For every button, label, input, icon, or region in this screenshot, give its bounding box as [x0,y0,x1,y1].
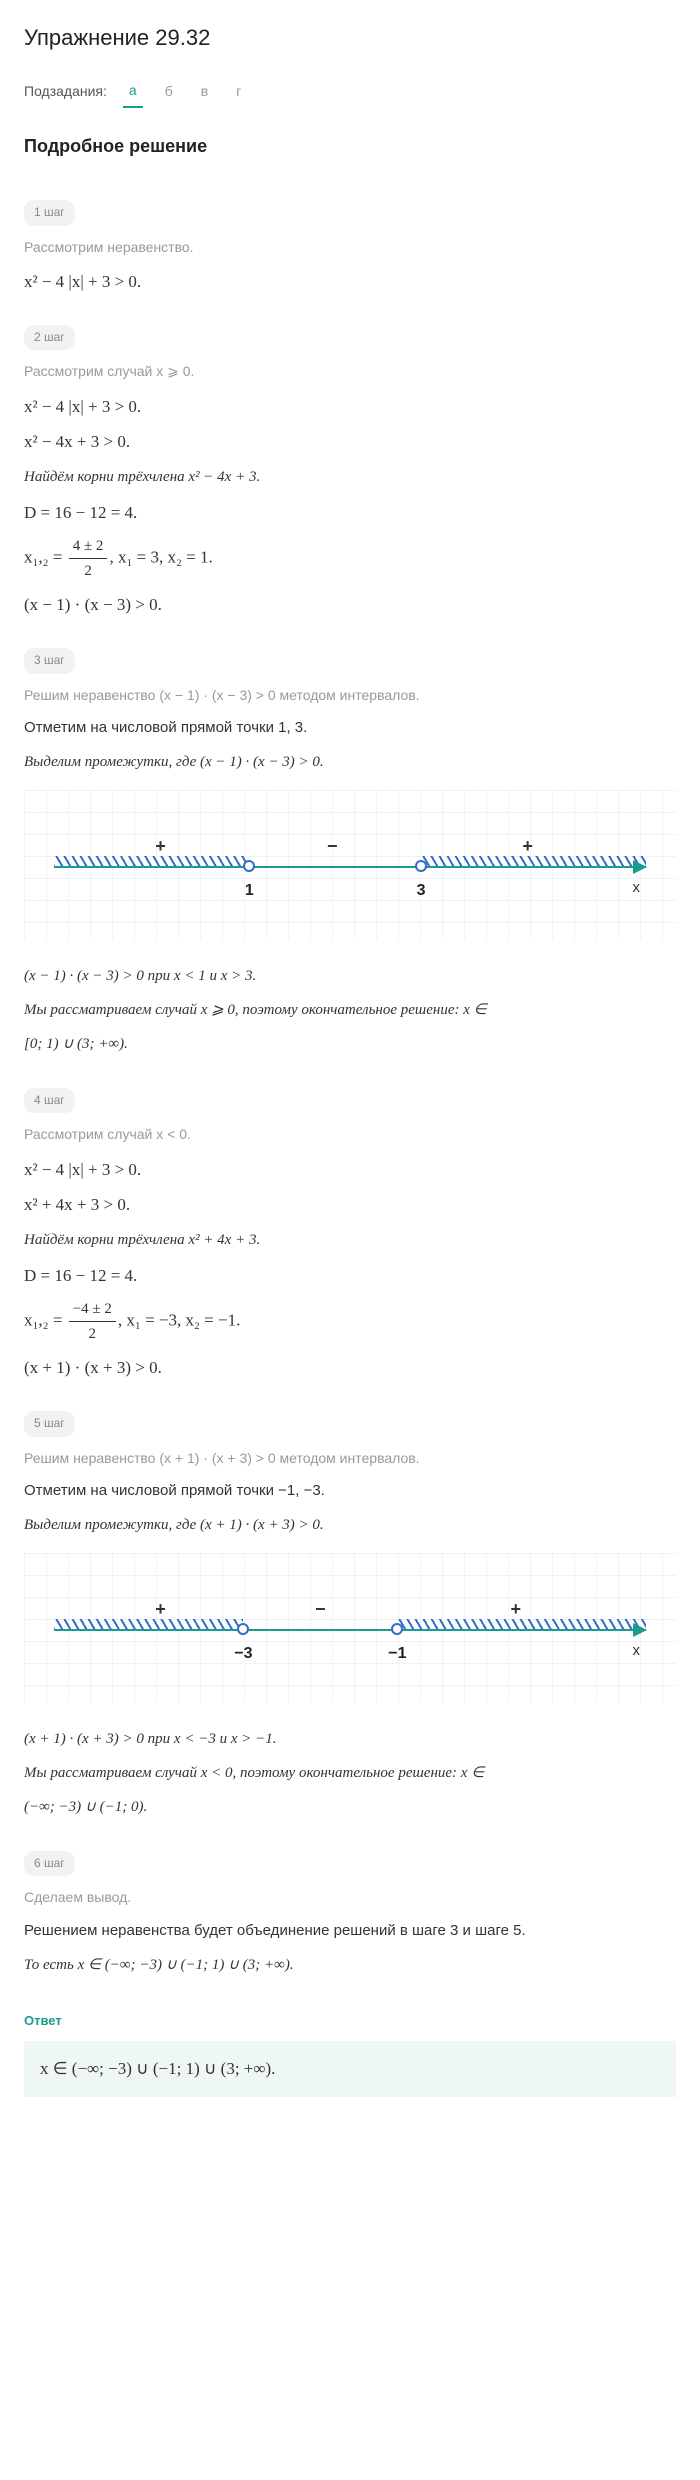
step3-text3-math: (x − 1) · (x − 3) > 0 при x < 1 и x > 3. [24,968,256,984]
step5-text2-math: Выделим промежутки, где (x + 1) · (x + 3… [24,1517,324,1533]
open-point [243,860,255,872]
open-point [415,860,427,872]
step4-frac: x₁,₂ = −4 ± 22, x₁ = −3, x₂ = −1. [24,1297,676,1346]
step3-text4b: [0; 1) ∪ (3; +∞). [24,1032,676,1056]
step4-frac-lhs: x₁,₂ = [24,1311,67,1330]
axis-line [54,1629,646,1631]
sign-label: − [327,832,338,861]
step4-eq1: x² − 4 |x| + 3 > 0. [24,1156,676,1183]
step3-text2-math: Выделим промежутки, где (x − 1) · (x − 3… [24,754,324,770]
step2-frac-num: 4 ± 2 [69,534,108,559]
axis-line [54,866,646,868]
open-point [237,1623,249,1635]
step2-eq2: x² − 4x + 3 > 0. [24,428,676,455]
subtask-v[interactable]: в [195,76,214,106]
step3-text4b-math: [0; 1) ∪ (3; +∞). [24,1036,128,1052]
step5-text4b-math: (−∞; −3) ∪ (−1; 0). [24,1799,147,1815]
step2-eq4: (x − 1) · (x − 3) > 0. [24,591,676,618]
step2-eq3: D = 16 − 12 = 4. [24,499,676,526]
point-label: 1 [245,878,254,904]
step3-text4a-math: Мы рассматриваем случай x ⩾ 0, поэтому о… [24,1002,487,1018]
numberline-2-wrap: −3 −1 + − + x [24,1553,676,1703]
answer-text: x ∈ (−∞; −3) ∪ (−1; 1) ∪ (3; +∞). [40,2059,275,2078]
step6-text2-math: То есть x ∈ (−∞; −3) ∪ (−1; 1) ∪ (3; +∞)… [24,1957,294,1973]
numberline-1: 1 3 + − + x [54,820,646,910]
step4-frac-tail: , x₁ = −3, x₂ = −1. [118,1311,240,1330]
step2-frac-lhs: x₁,₂ = [24,548,67,567]
exercise-title: Упражнение 29.32 [24,20,676,55]
step5-text1: Отметим на числовой прямой точки −1, −3. [24,1479,676,1503]
arrowhead-icon [633,1623,647,1637]
step3-text3: (x − 1) · (x − 3) > 0 при x < 1 и x > 3. [24,964,676,988]
axis-x-label: x [633,1639,641,1663]
sign-label: + [522,832,533,861]
step5-text2: Выделим промежутки, где (x + 1) · (x + 3… [24,1513,676,1537]
step-badge-6: 6 шаг [24,1851,75,1876]
answer-label: Ответ [24,2011,62,2032]
step2-intro: Рассмотрим случай x ⩾ 0. [24,360,676,382]
step4-frac-num: −4 ± 2 [69,1297,116,1322]
step4-text1-math: Найдём корни трёхчлена x² + 4x + 3. [24,1232,260,1248]
step2-eq1: x² − 4 |x| + 3 > 0. [24,393,676,420]
step5-text4a: Мы рассматриваем случай x < 0, поэтому о… [24,1761,676,1785]
step4-intro: Рассмотрим случай x < 0. [24,1123,676,1145]
step2-text1-math: Найдём корни трёхчлена x² − 4x + 3. [24,469,260,485]
sign-label: − [315,1595,326,1624]
open-point [391,1623,403,1635]
step5-text3: (x + 1) · (x + 3) > 0 при x < −3 и x > −… [24,1727,676,1751]
step-badge-5: 5 шаг [24,1411,75,1436]
step-badge-4: 4 шаг [24,1088,75,1113]
subtask-g[interactable]: г [230,76,247,106]
numberline-1-wrap: 1 3 + − + x [24,790,676,940]
sign-label: + [155,832,166,861]
step3-text2: Выделим промежутки, где (x − 1) · (x − 3… [24,750,676,774]
point-label: 3 [417,878,426,904]
step3-text1: Отметим на числовой прямой точки 1, 3. [24,716,676,740]
step-badge-3: 3 шаг [24,648,75,673]
step6-text1: Решением неравенства будет объединение р… [24,1919,676,1943]
step4-frac-den: 2 [69,1322,116,1346]
answer-box: x ∈ (−∞; −3) ∪ (−1; 1) ∪ (3; +∞). [24,2041,676,2096]
step2-frac: x₁,₂ = 4 ± 22, x₁ = 3, x₂ = 1. [24,534,676,583]
subtask-b[interactable]: б [159,76,179,106]
section-header: Подробное решение [24,132,676,161]
step5-text3-math: (x + 1) · (x + 3) > 0 при x < −3 и x > −… [24,1731,276,1747]
subtask-a[interactable]: а [123,75,143,107]
step4-eq2: x² + 4x + 3 > 0. [24,1191,676,1218]
step2-frac-den: 2 [69,559,108,583]
step3-intro: Решим неравенство (x − 1) · (x − 3) > 0 … [24,684,676,706]
step2-text1: Найдём корни трёхчлена x² − 4x + 3. [24,465,676,489]
arrowhead-icon [633,860,647,874]
sign-label: + [155,1595,166,1624]
step5-text4a-math: Мы рассматриваем случай x < 0, поэтому о… [24,1765,484,1781]
step2-frac-tail: , x₁ = 3, x₂ = 1. [109,548,212,567]
subtasks-nav: Подзадания: а б в г [24,75,676,107]
step4-text1: Найдём корни трёхчлена x² + 4x + 3. [24,1228,676,1252]
step-badge-2: 2 шаг [24,325,75,350]
step6-text2: То есть x ∈ (−∞; −3) ∪ (−1; 1) ∪ (3; +∞)… [24,1953,676,1977]
step4-eq4: (x + 1) · (x + 3) > 0. [24,1354,676,1381]
numberline-2: −3 −1 + − + x [54,1583,646,1673]
point-label: −1 [388,1641,406,1667]
step-badge-1: 1 шаг [24,200,75,225]
step6-intro: Сделаем вывод. [24,1886,676,1908]
axis-x-label: x [633,876,641,900]
sign-label: + [510,1595,521,1624]
step5-intro: Решим неравенство (x + 1) · (x + 3) > 0 … [24,1447,676,1469]
point-label: −3 [234,1641,252,1667]
step1-eq1: x² − 4 |x| + 3 > 0. [24,268,676,295]
step1-intro: Рассмотрим неравенство. [24,236,676,258]
step5-text4b: (−∞; −3) ∪ (−1; 0). [24,1795,676,1819]
subtasks-label: Подзадания: [24,80,107,102]
step4-eq3: D = 16 − 12 = 4. [24,1262,676,1289]
step3-text4a: Мы рассматриваем случай x ⩾ 0, поэтому о… [24,998,676,1022]
